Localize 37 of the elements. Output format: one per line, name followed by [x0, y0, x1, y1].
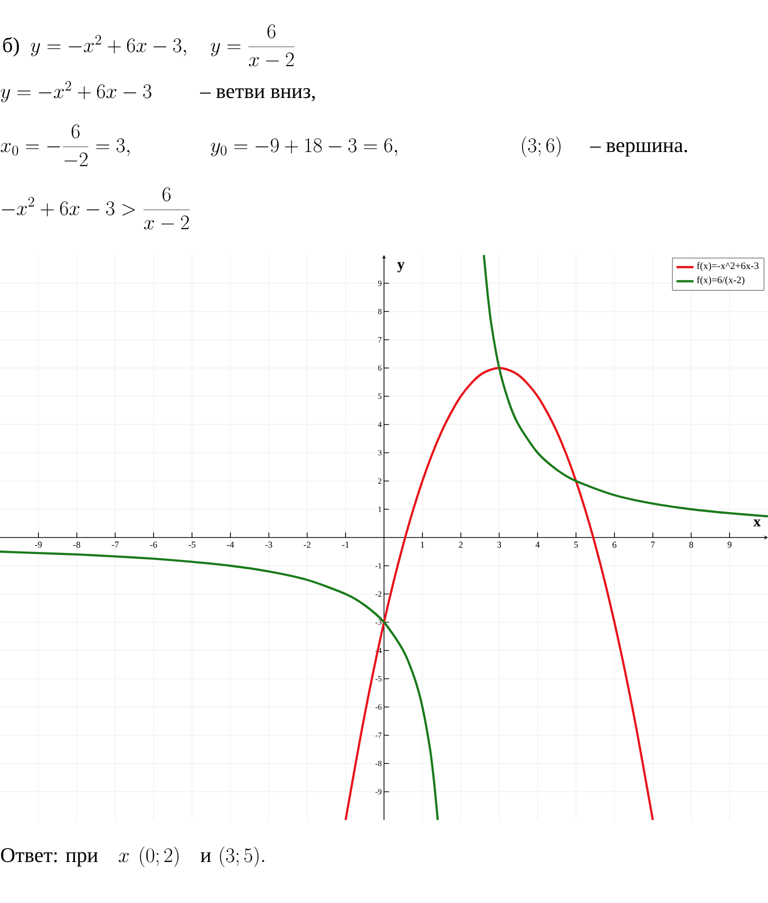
- x-tick-label: -8: [73, 542, 80, 548]
- x-tick-label: 3: [497, 542, 502, 548]
- x-tick-label: -6: [150, 542, 158, 548]
- x-tick-label: -1: [342, 542, 349, 548]
- x-tick-label: 1: [420, 542, 424, 548]
- x-axis-title: x: [753, 519, 761, 526]
- x-tick-label: 6: [612, 542, 616, 548]
- x-tick-label: 4: [536, 542, 540, 548]
- text: Ответ: при: [1, 848, 98, 866]
- x-tick-label: -2: [304, 542, 310, 548]
- text: $y=-x^2+6x-3$: [0, 80, 152, 102]
- text: $y=\frac{6}{x-2}$: [210, 24, 295, 66]
- text: $(0;2)$: [140, 846, 178, 868]
- x-tick-label: -4: [226, 542, 234, 548]
- text: $x$: [118, 852, 129, 862]
- x-tick-label: -9: [34, 542, 42, 548]
- y-axis-title: y: [397, 262, 405, 272]
- text: б): [3, 37, 19, 56]
- text: и: [200, 852, 211, 862]
- x-tick-label: -5: [188, 542, 196, 548]
- text: – вершина.: [590, 142, 688, 156]
- x-tick-label: -3: [265, 542, 272, 548]
- text: $(3;6)$: [522, 136, 560, 158]
- x-tick-label: 8: [689, 542, 694, 548]
- x-tick-label: -7: [112, 542, 119, 548]
- text: $x_0=-\frac{6}{-2}=3,$: [0, 124, 130, 166]
- text: – ветви вниз,: [200, 88, 315, 102]
- text: $(3;5).$: [220, 846, 264, 868]
- legend-label: f(x)=6/(x-2): [696, 276, 744, 286]
- legend-label: f(x)=-x^2+6x-3: [696, 262, 759, 272]
- text: $y_0=-9+18-3=6,$: [210, 138, 398, 156]
- text: $-x^2+6x-3>\frac{6}{x-2}$: [2, 187, 190, 230]
- x-tick-label: 5: [574, 542, 578, 548]
- text: $y=-x^2+6x-3,$: [30, 34, 186, 56]
- x-tick-label: 7: [651, 542, 655, 548]
- x-tick-label: 2: [458, 542, 463, 548]
- x-tick-label: 9: [728, 542, 732, 548]
